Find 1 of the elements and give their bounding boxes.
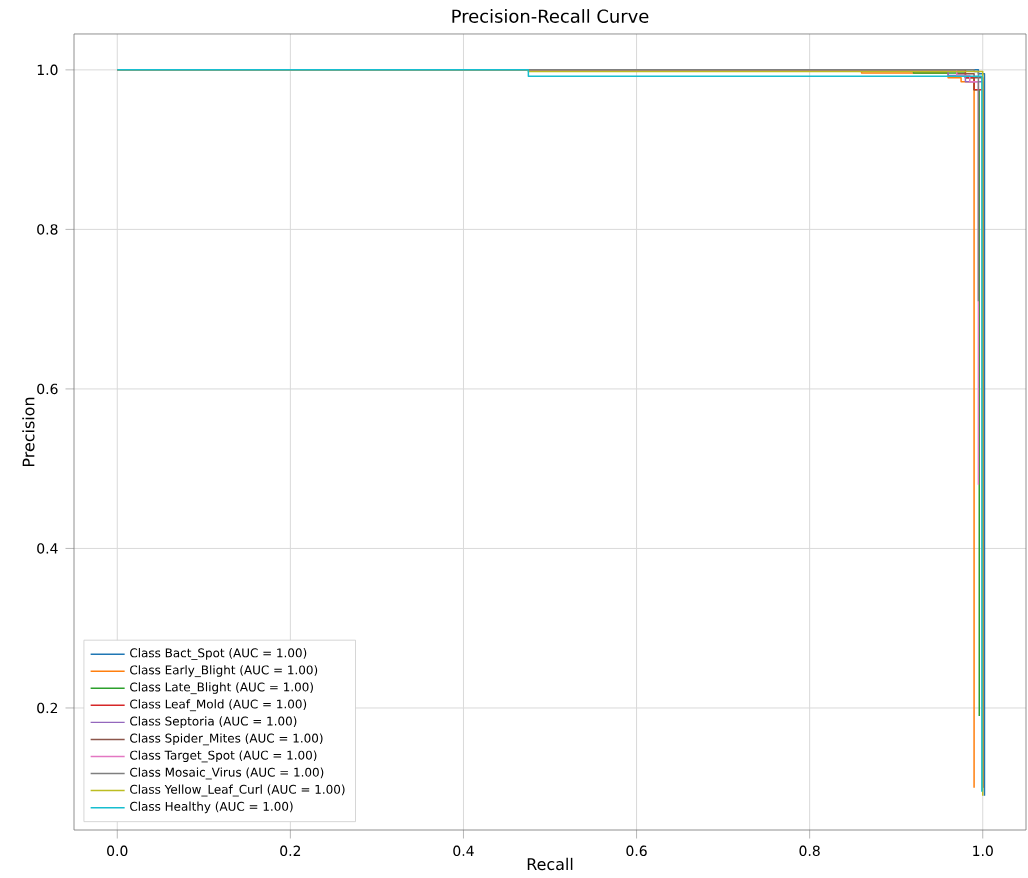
chart-title: Precision-Recall Curve <box>452 9 649 23</box>
